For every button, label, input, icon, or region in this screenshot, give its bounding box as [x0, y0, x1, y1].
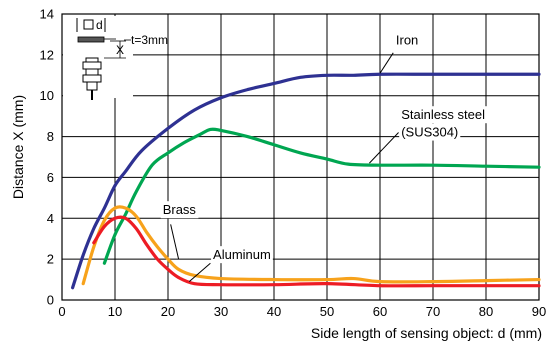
x-tick-label: 20	[161, 304, 175, 319]
y-tick-label: 4	[47, 211, 54, 226]
y-tick-label: 8	[47, 129, 54, 144]
annotation-bg	[399, 106, 488, 124]
annotation-label: Brass	[163, 202, 197, 217]
annotation-label: Stainless steel	[401, 107, 485, 122]
y-tick-label: 14	[40, 7, 54, 22]
x-tick-label: 60	[373, 304, 387, 319]
y-tick-label: 2	[47, 252, 54, 267]
inset-x-label: X	[116, 43, 124, 57]
annotation-leader	[369, 132, 399, 164]
annotation-leader	[170, 224, 180, 260]
sensor-schematic: d t=3mm X	[63, 16, 168, 100]
x-tick-label: 70	[426, 304, 440, 319]
series-line-aluminum	[92, 215, 541, 288]
inset-d-label: d	[96, 18, 103, 32]
series-line-brass	[81, 205, 541, 286]
x-tick-label: 10	[108, 304, 122, 319]
plot-frame	[61, 13, 540, 301]
series-line-iron	[71, 72, 541, 290]
y-tick-label: 6	[47, 170, 54, 185]
x-tick-label: 0	[58, 304, 65, 319]
y-tick-label: 0	[47, 293, 54, 308]
x-tick-label: 90	[532, 304, 546, 319]
series-line-stainless-steel-sus304	[102, 127, 541, 265]
tick-labels: 0 10 20 30 40 50 60 70 80 90 0 2 4 6 8 10 12 14	[40, 7, 547, 320]
y-tick-label: 12	[40, 47, 54, 62]
annotation-label: Aluminum	[213, 247, 271, 262]
annotation-leader	[188, 262, 211, 282]
x-tick-label: 50	[320, 304, 334, 319]
annotation-leader	[379, 52, 394, 74]
annotation-bg	[399, 123, 461, 141]
x-tick-label: 40	[267, 304, 281, 319]
x-axis-label: Side length of sensing object: d (mm)	[311, 325, 542, 341]
annotations: Iron Stainless steel (SUS304) Brass Aluminum	[160, 31, 488, 282]
inset-t-label: t=3mm	[131, 33, 168, 47]
grid	[61, 13, 540, 301]
annotation-bg	[211, 246, 273, 264]
annotation-bg	[393, 31, 421, 49]
y-axis-label: Distance X (mm)	[10, 95, 26, 199]
annotation-label: (SUS304)	[401, 125, 458, 140]
annotation-label: Iron	[396, 33, 418, 48]
x-tick-label: 30	[214, 304, 228, 319]
series-lines	[71, 72, 541, 290]
y-tick-label: 10	[40, 88, 54, 103]
x-tick-label: 80	[479, 304, 493, 319]
annotation-bg	[160, 201, 199, 219]
